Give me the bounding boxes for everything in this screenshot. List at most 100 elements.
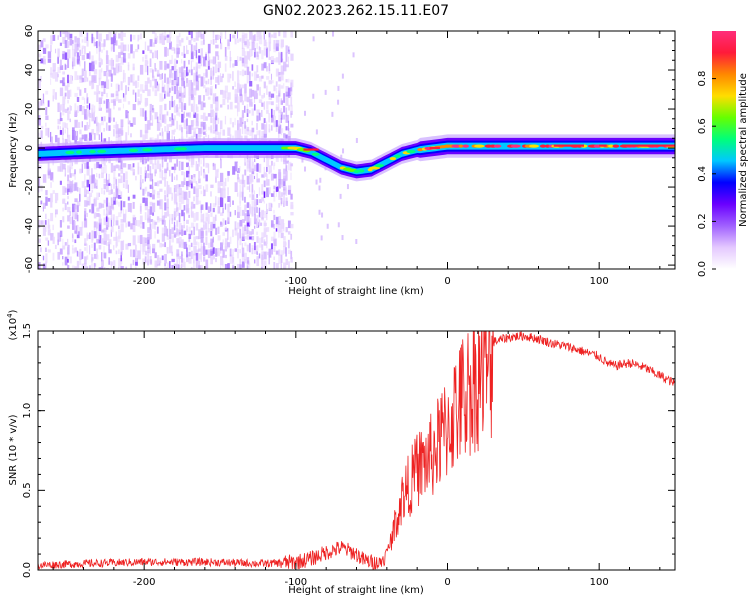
heatmap-cell bbox=[246, 118, 249, 123]
heatmap-cell bbox=[142, 179, 144, 184]
heatmap-cell bbox=[156, 180, 160, 187]
heatmap-cell bbox=[45, 213, 47, 220]
heatmap-cell bbox=[261, 109, 263, 118]
heatmap-cell bbox=[176, 84, 179, 91]
heatmap-cell bbox=[81, 251, 84, 259]
heatmap-cell bbox=[263, 62, 267, 69]
heatmap-cell bbox=[152, 220, 156, 229]
heatmap-cell bbox=[263, 93, 265, 98]
heatmap-cell bbox=[195, 249, 199, 253]
heatmap-cell bbox=[110, 189, 113, 195]
heatmap-cell bbox=[103, 227, 107, 233]
heatmap-cell bbox=[178, 202, 182, 210]
heatmap-cell bbox=[132, 51, 135, 59]
heatmap-cell bbox=[164, 226, 167, 236]
heatmap-cell bbox=[319, 177, 322, 183]
heatmap-cell bbox=[205, 80, 208, 85]
heatmap-cell bbox=[251, 245, 254, 251]
heatmap-cell bbox=[42, 102, 45, 106]
heatmap-cell bbox=[268, 32, 271, 38]
heatmap-cell bbox=[188, 59, 190, 65]
heatmap-cell bbox=[161, 32, 164, 37]
heatmap-cell bbox=[110, 57, 113, 67]
heatmap-cell bbox=[205, 184, 209, 192]
heatmap-cell bbox=[139, 107, 143, 117]
heatmap-cell bbox=[220, 158, 222, 169]
heatmap-cell bbox=[76, 43, 79, 51]
heatmap-cell bbox=[98, 244, 102, 250]
heatmap-cell bbox=[210, 257, 214, 265]
heatmap-cell bbox=[215, 131, 219, 135]
heatmap-cell bbox=[275, 87, 278, 94]
heatmap-cell bbox=[256, 251, 258, 255]
heatmap-cell bbox=[173, 115, 176, 121]
heatmap-cell bbox=[278, 60, 281, 65]
heatmap-cell bbox=[103, 240, 107, 245]
heatmap-cell bbox=[144, 130, 148, 139]
heatmap-cell bbox=[207, 134, 210, 139]
heatmap-cell bbox=[224, 178, 227, 187]
heatmap-cell bbox=[88, 51, 91, 60]
heatmap-cell bbox=[186, 228, 188, 232]
heatmap-cell bbox=[64, 123, 68, 129]
heatmap-peak bbox=[369, 166, 381, 170]
heatmap-cell bbox=[115, 250, 118, 255]
heatmap-cell bbox=[244, 236, 247, 240]
heatmap-cell bbox=[161, 158, 164, 168]
heatmap-cell bbox=[113, 98, 116, 106]
heatmap-cell bbox=[190, 82, 194, 91]
heatmap-cell bbox=[241, 124, 244, 135]
heatmap-cell bbox=[147, 251, 150, 262]
heatmap-cell bbox=[137, 44, 140, 50]
heatmap-cell bbox=[86, 255, 89, 260]
heatmap-cell bbox=[207, 113, 211, 117]
heatmap-cell bbox=[71, 220, 75, 230]
heatmap-peak bbox=[311, 152, 320, 156]
heatmap-cell bbox=[137, 81, 139, 88]
heatmap-cell bbox=[149, 122, 154, 126]
heatmap-cell bbox=[186, 185, 189, 190]
heatmap-cell bbox=[159, 168, 162, 179]
heatmap-cell bbox=[101, 266, 104, 269]
heatmap-cell bbox=[173, 100, 176, 106]
heatmap-cell bbox=[263, 241, 268, 246]
heatmap-cell bbox=[96, 130, 99, 136]
heatmap-cell bbox=[249, 71, 251, 81]
heatmap-cell bbox=[67, 165, 71, 173]
heatmap-cell bbox=[152, 42, 156, 47]
heatmap-cell bbox=[195, 133, 198, 139]
heatmap-cell bbox=[101, 120, 104, 126]
heatmap-cell bbox=[241, 47, 245, 57]
heatmap-cell bbox=[212, 38, 215, 45]
heatmap-cell bbox=[52, 190, 55, 195]
heatmap-cell bbox=[149, 155, 153, 165]
spectrogram-y-tick-label: 60 bbox=[24, 25, 35, 38]
snr-y-tick-label: 1.0 bbox=[22, 403, 33, 419]
heatmap-cell bbox=[69, 161, 73, 170]
heatmap-peak bbox=[510, 144, 521, 148]
heatmap-cell bbox=[239, 38, 242, 42]
heatmap-cell bbox=[203, 72, 207, 77]
heatmap-cell bbox=[96, 161, 100, 169]
heatmap-cell bbox=[217, 181, 221, 187]
heatmap-cell bbox=[280, 232, 284, 239]
heatmap-cell bbox=[149, 244, 151, 252]
heatmap-cell bbox=[203, 122, 206, 130]
heatmap-cell bbox=[108, 239, 112, 245]
heatmap-cell bbox=[227, 187, 229, 196]
heatmap-cell bbox=[125, 184, 129, 189]
heatmap-cell bbox=[178, 223, 182, 233]
heatmap-cell bbox=[195, 113, 199, 123]
heatmap-cell bbox=[54, 213, 57, 218]
heatmap-cell bbox=[132, 34, 136, 40]
heatmap-cell bbox=[38, 44, 42, 51]
heatmap-cell bbox=[164, 61, 167, 71]
heatmap-cell bbox=[239, 219, 243, 227]
heatmap-cell bbox=[38, 132, 40, 137]
heatmap-cell bbox=[76, 187, 79, 192]
heatmap-cell bbox=[96, 248, 98, 258]
heatmap-cell bbox=[45, 107, 48, 116]
heatmap-cell bbox=[186, 131, 188, 138]
heatmap-cell bbox=[186, 191, 188, 200]
heatmap-cell bbox=[122, 239, 125, 247]
